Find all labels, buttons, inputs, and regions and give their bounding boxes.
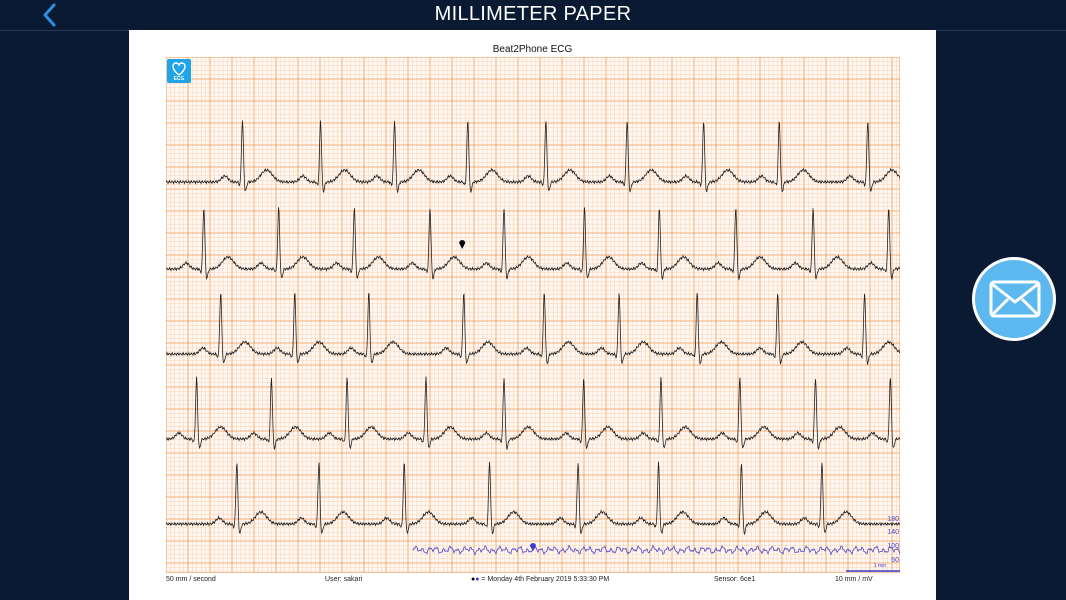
envelope-icon: [989, 280, 1041, 318]
heart-rate-trend: [412, 544, 900, 556]
sensor-label: Sensor: 6ce1: [714, 576, 756, 583]
ecg-trace-strip-5: [166, 461, 900, 536]
ecg-grid: 180 140 100 60 1 min: [166, 57, 900, 573]
datetime-label: ●● = Monday 4th February 2019 5:33:30 PM: [471, 576, 609, 583]
dot-icon: ●: [471, 576, 476, 583]
ecg-trace-strip-2: [166, 207, 900, 281]
ecg-logo: ECG: [167, 59, 191, 83]
hr-tick-label: 180: [887, 516, 899, 523]
datetime-text: = Monday 4th February 2019 5:33:30 PM: [481, 576, 610, 583]
logo-text: ECG: [173, 76, 185, 82]
heart-icon: [172, 62, 186, 76]
page-title: MILLIMETER PAPER: [434, 3, 632, 25]
paper-title: Beat2Phone ECG: [492, 44, 573, 55]
back-button[interactable]: [38, 2, 64, 28]
scale-bar-label: 1 min: [874, 563, 886, 569]
beat-marker-icon: [459, 240, 466, 249]
hr-tick-label: 100: [887, 543, 899, 550]
ecg-trace-strip-4: [166, 376, 900, 450]
ecg-trace-strip-1: [166, 120, 900, 194]
speed-label: 50 mm / second: [166, 576, 216, 583]
hr-marker-icon: [530, 543, 536, 551]
hr-tick-label: 60: [891, 557, 899, 564]
email-button[interactable]: [972, 257, 1056, 341]
ecg-paper: Beat2Phone ECG 180 140 100 60 1 min ECG 50 m…: [129, 30, 936, 600]
dot-icon: ●: [475, 576, 480, 583]
top-bar: MILLIMETER PAPER: [0, 0, 1066, 31]
gain-label: 10 mm / mV: [835, 576, 873, 583]
ecg-trace-strip-3: [166, 292, 900, 365]
chevron-left-icon: [43, 3, 56, 27]
hr-tick-label: 140: [887, 529, 899, 536]
user-label: User: sakari: [325, 576, 363, 583]
